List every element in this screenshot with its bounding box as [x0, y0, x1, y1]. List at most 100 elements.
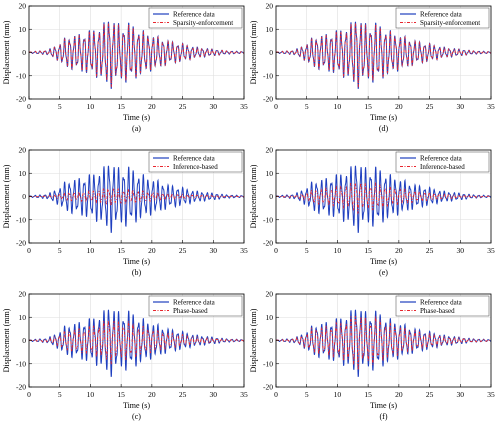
y-tick-label: -20 [16, 95, 26, 104]
chart-panel-d: 0 5 10 15 20 25 30 35 -20 -10 0 10 20 Time (s) Displac… [249, 2, 495, 133]
x-tick-label: 20 [148, 102, 156, 111]
legend-label-estimate: Inference-based [420, 163, 465, 171]
chart-panel-a: 0 5 10 15 20 25 30 35 -20 -10 0 10 20 Time (s) Displac… [2, 2, 248, 133]
legend-label-reference: Reference data [173, 298, 216, 306]
panel-caption: (e) [379, 268, 388, 277]
series-line-estimate [28, 22, 245, 88]
y-axis-label: Displacement (mm) [2, 308, 11, 372]
x-tick-label: 35 [487, 102, 495, 111]
x-tick-label: 5 [305, 246, 309, 255]
panel-caption: (f) [380, 412, 388, 421]
x-tick-label: 30 [457, 246, 465, 255]
chart-panel-f: 0 5 10 15 20 25 30 35 -20 -10 0 10 20 Time (s) Displac… [249, 290, 495, 421]
x-tick-label: 20 [148, 390, 156, 399]
y-tick-label: 0 [22, 48, 26, 57]
y-tick-label: -20 [16, 383, 26, 392]
x-axis-label: Time (s) [370, 401, 397, 410]
x-tick-label: 5 [58, 102, 62, 111]
x-tick-label: 15 [117, 390, 125, 399]
x-tick-label: 0 [27, 246, 31, 255]
y-tick-label: 0 [269, 192, 273, 201]
x-tick-label: 35 [240, 390, 248, 399]
legend-label-reference: Reference data [420, 10, 463, 18]
x-tick-label: 35 [487, 246, 495, 255]
y-tick-label: 0 [22, 192, 26, 201]
y-axis-label: Displacement (mm) [249, 20, 258, 84]
series-line-estimate [275, 315, 491, 370]
x-axis-label: Time (s) [123, 401, 150, 410]
y-tick-label: 0 [269, 336, 273, 345]
x-tick-label: 25 [426, 390, 434, 399]
x-tick-label: 30 [457, 390, 465, 399]
x-tick-label: 35 [240, 102, 248, 111]
legend-label-estimate: Phase-based [173, 307, 208, 315]
panel-caption: (b) [132, 268, 142, 277]
y-tick-label: 20 [19, 2, 27, 11]
series-line-estimate [275, 22, 492, 88]
x-tick-label: 25 [179, 390, 187, 399]
y-tick-label: 10 [19, 25, 27, 34]
legend-label-reference: Reference data [173, 10, 216, 18]
x-tick-label: 0 [27, 390, 31, 399]
legend-box [395, 7, 490, 29]
legend-label-estimate: Inference-based [173, 163, 218, 171]
x-tick-label: 20 [395, 390, 403, 399]
y-tick-label: 10 [19, 313, 27, 322]
series-line-estimate [275, 181, 492, 215]
legend-label-estimate: Phase-based [420, 307, 455, 315]
chart-panel-b: 0 5 10 15 20 25 30 35 -20 -10 0 10 20 Time (s) Displac… [2, 146, 248, 277]
x-tick-label: 10 [334, 102, 342, 111]
legend-box [148, 7, 243, 29]
series-line-estimate [28, 320, 245, 365]
legend-box [148, 151, 243, 173]
x-tick-label: 5 [58, 246, 62, 255]
y-tick-label: 10 [266, 25, 274, 34]
x-tick-label: 25 [426, 102, 434, 111]
x-tick-label: 5 [58, 390, 62, 399]
y-axis-label: Displacement (mm) [2, 164, 11, 228]
legend-label-reference: Reference data [173, 154, 216, 162]
x-tick-label: 20 [395, 102, 403, 111]
x-tick-label: 30 [210, 390, 218, 399]
y-tick-label: 0 [22, 336, 26, 345]
legend-label-reference: Reference data [420, 154, 463, 162]
y-tick-label: -20 [16, 239, 26, 248]
y-tick-label: 10 [266, 169, 274, 178]
x-tick-label: 5 [305, 390, 309, 399]
x-tick-label: 15 [117, 246, 125, 255]
y-tick-label: -20 [263, 95, 273, 104]
legend-box [395, 151, 490, 173]
legend-box [395, 295, 490, 317]
y-tick-label: 10 [19, 169, 27, 178]
y-tick-label: -10 [263, 359, 273, 368]
y-tick-label: -10 [263, 215, 273, 224]
y-axis-label: Displacement (mm) [249, 308, 258, 372]
y-tick-label: 0 [269, 48, 273, 57]
y-axis-label: Displacement (mm) [2, 20, 11, 84]
y-axis-label: Displacement (mm) [249, 164, 258, 228]
y-tick-label: -10 [16, 215, 26, 224]
x-tick-label: 15 [117, 102, 125, 111]
x-tick-label: 20 [148, 246, 156, 255]
y-tick-label: -20 [263, 383, 273, 392]
chart-panel-e: 0 5 10 15 20 25 30 35 -20 -10 0 10 20 Time (s) Displac… [249, 146, 495, 277]
x-tick-label: 15 [364, 102, 372, 111]
x-tick-label: 15 [364, 246, 372, 255]
x-tick-label: 10 [334, 246, 342, 255]
y-tick-label: 10 [266, 313, 274, 322]
series-line-reference [28, 165, 245, 233]
x-tick-label: 10 [87, 390, 95, 399]
x-tick-label: 25 [426, 246, 434, 255]
x-tick-label: 0 [27, 102, 31, 111]
x-tick-label: 10 [87, 246, 95, 255]
chart-panel-c: 0 5 10 15 20 25 30 35 -20 -10 0 10 20 Time (s) Displac… [2, 290, 248, 421]
series-line-estimate [28, 187, 245, 207]
x-axis-label: Time (s) [370, 113, 397, 122]
legend-label-reference: Reference data [420, 298, 463, 306]
y-tick-label: 20 [266, 290, 274, 299]
legend-label-estimate: Sparsity-enforcement [420, 19, 480, 27]
legend-box [148, 295, 243, 317]
y-tick-label: -10 [263, 71, 273, 80]
x-tick-label: 0 [274, 390, 278, 399]
